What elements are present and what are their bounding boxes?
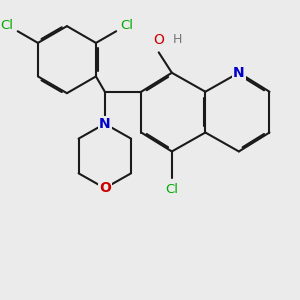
Text: N: N bbox=[233, 66, 245, 80]
Text: O: O bbox=[99, 181, 111, 195]
Text: Cl: Cl bbox=[1, 19, 13, 32]
Text: N: N bbox=[99, 117, 111, 131]
Text: Cl: Cl bbox=[165, 183, 178, 196]
Text: H: H bbox=[173, 33, 182, 46]
Text: Cl: Cl bbox=[120, 19, 133, 32]
Text: O: O bbox=[153, 33, 164, 47]
